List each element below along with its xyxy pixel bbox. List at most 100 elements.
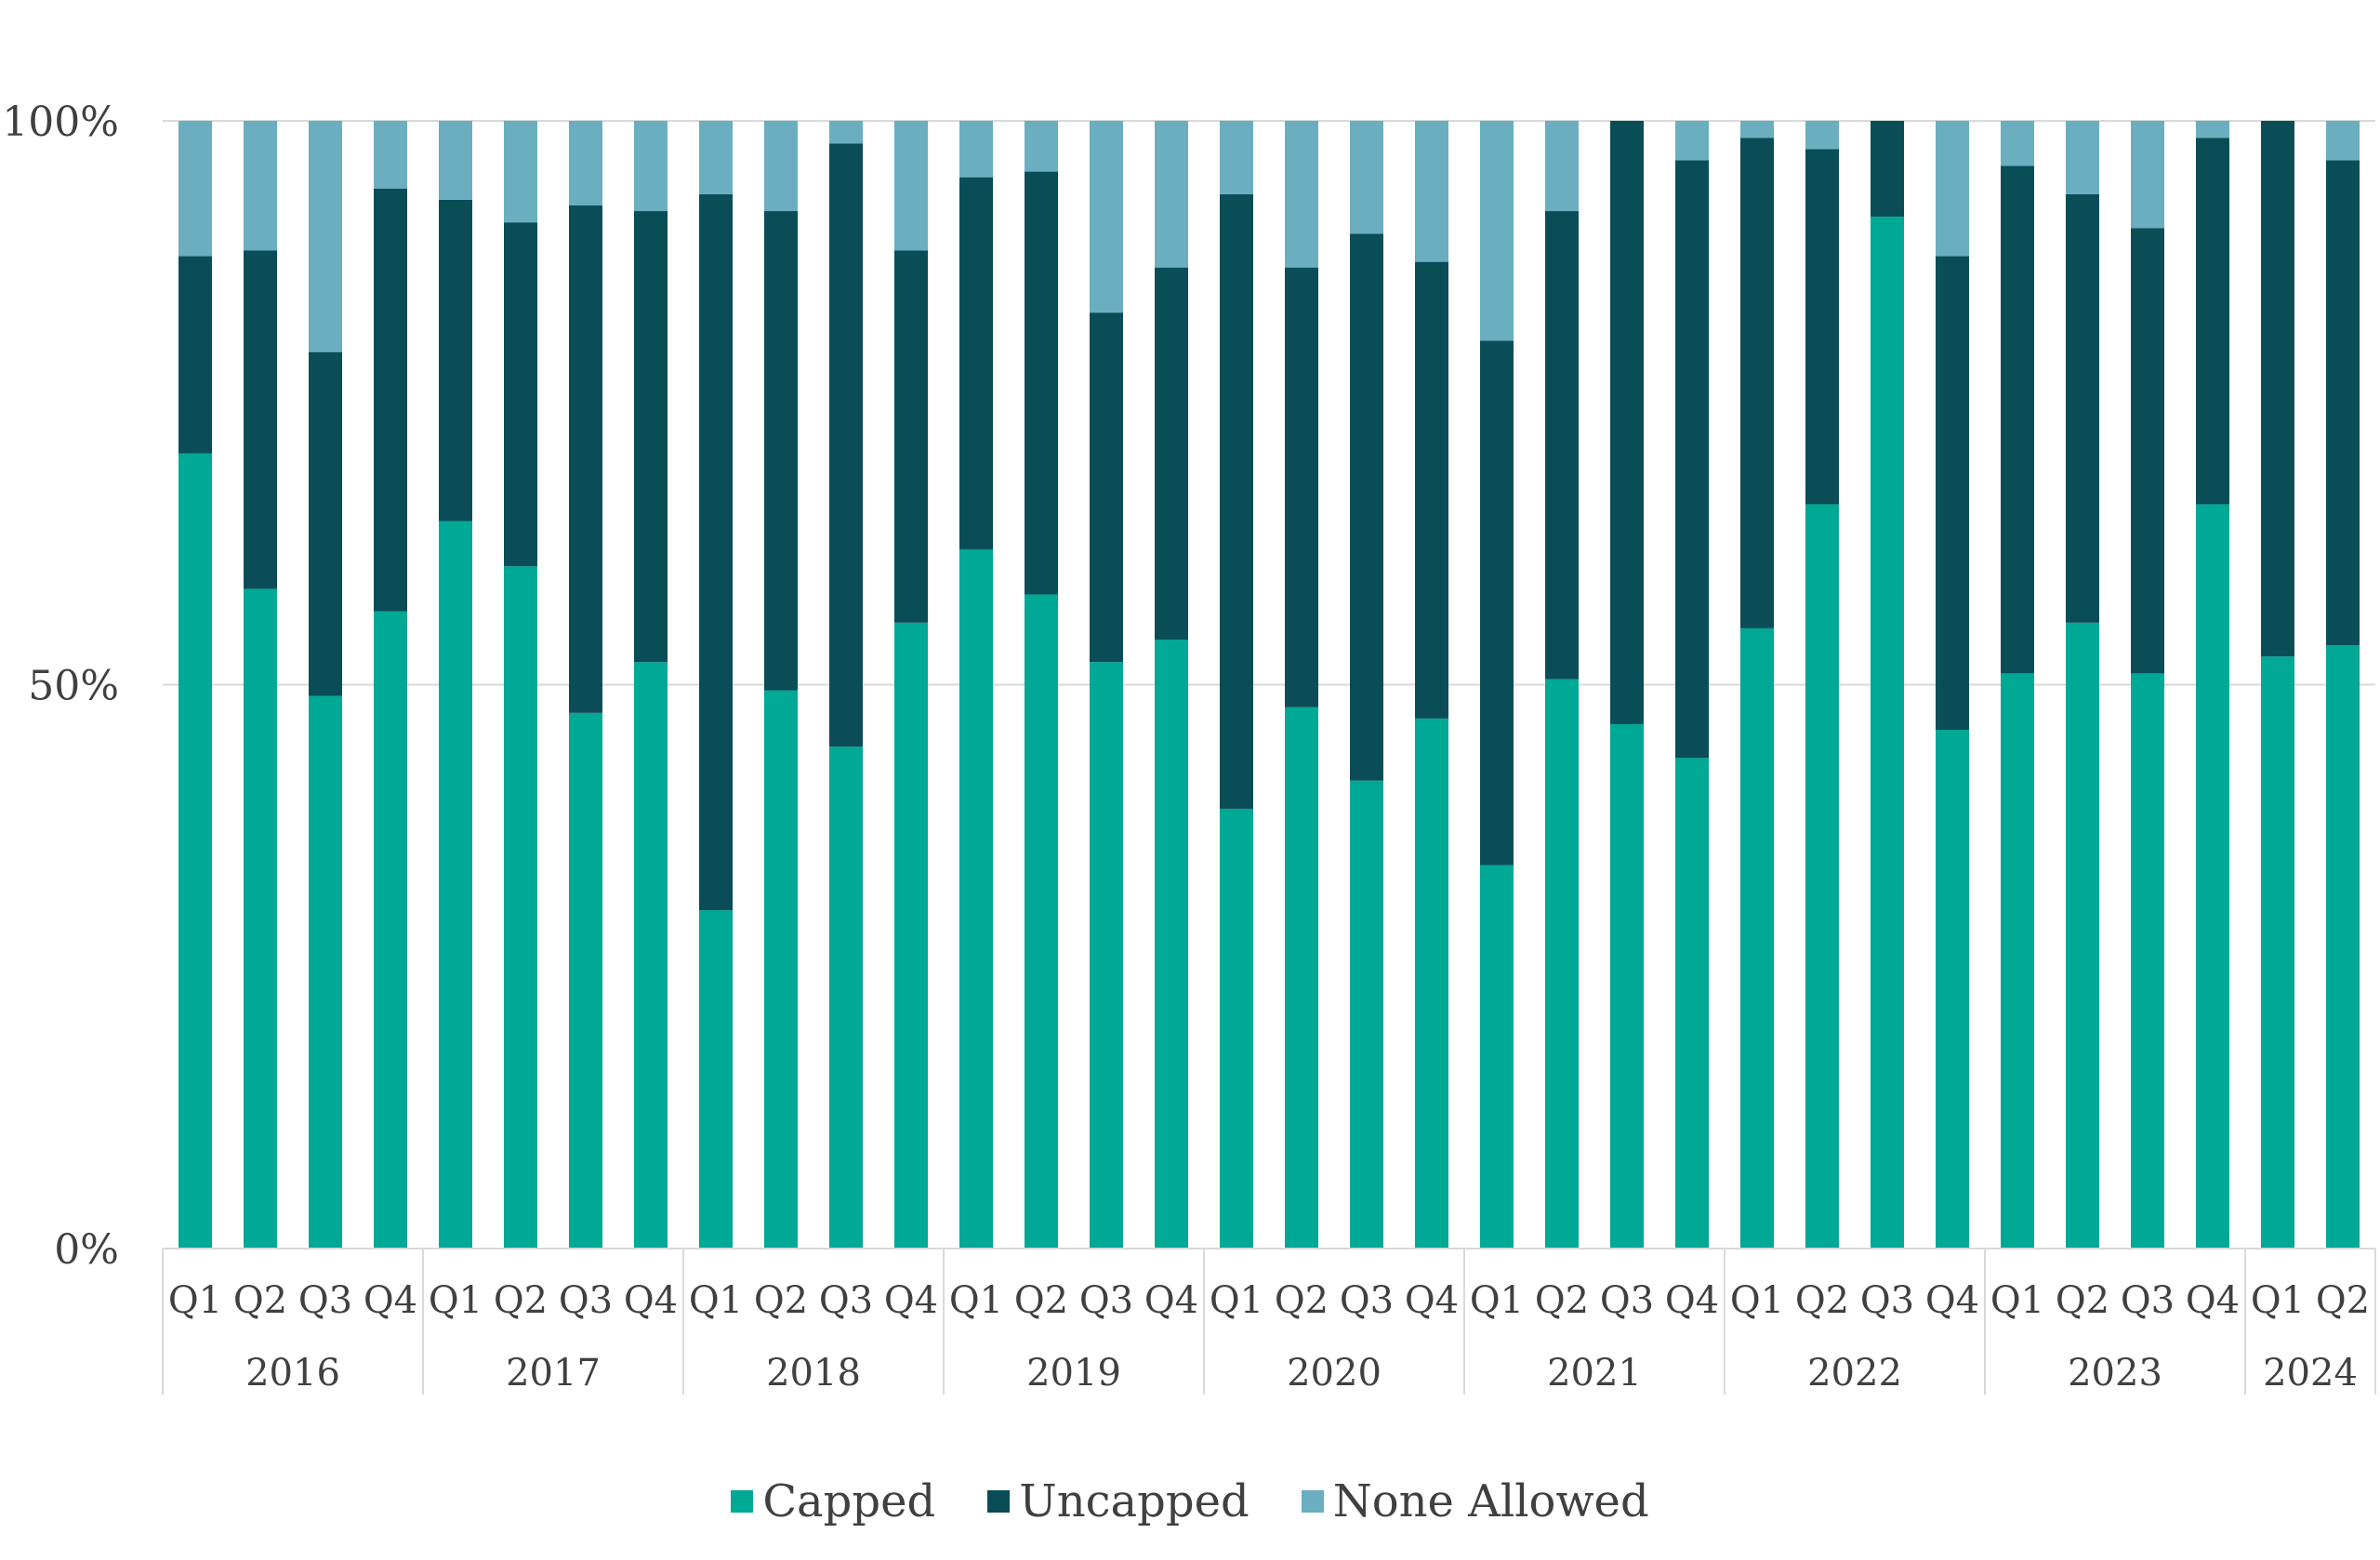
x-tick-label-quarter: Q4 (624, 1279, 678, 1322)
x-tick-label-quarter: Q1 (1990, 1279, 2044, 1322)
x-tick-label-quarter: Q2 (1014, 1279, 1068, 1322)
bar-segment-none-allowed (2131, 121, 2164, 229)
bar-segment-none-allowed (244, 121, 277, 251)
x-tick-label-quarter: Q3 (1340, 1279, 1394, 1322)
y-tick-label: 50% (28, 663, 119, 710)
bar-segment-none-allowed (1415, 121, 1448, 262)
x-tick-label-quarter: Q1 (168, 1279, 222, 1322)
x-tick-label-quarter: Q1 (689, 1279, 743, 1322)
bar-segment-none-allowed (1545, 121, 1579, 212)
bar-segment-none-allowed (1805, 121, 1839, 150)
bar-segment-capped (1740, 628, 1774, 1249)
bar-segment-uncapped (1155, 267, 1188, 640)
bar-segment-capped (959, 549, 993, 1249)
bar-segment-uncapped (1545, 211, 1579, 680)
bar-segment-capped (634, 662, 668, 1249)
bar-segment-capped (1025, 594, 1058, 1249)
bar-segment-capped (1155, 639, 1188, 1249)
x-tick-label-quarter: Q2 (494, 1279, 548, 1322)
x-tick-label-quarter: Q1 (1210, 1279, 1263, 1322)
bar-segment-capped (1350, 780, 1383, 1249)
bar-segment-uncapped (1740, 138, 1774, 628)
bar-segment-uncapped (1936, 256, 1969, 731)
bar-segment-uncapped (699, 193, 733, 911)
bar-segment-capped (1090, 662, 1123, 1249)
bar-segment-capped (764, 690, 798, 1249)
x-tick-label-quarter: Q2 (2056, 1279, 2109, 1322)
bar-segment-capped (894, 622, 928, 1249)
bar-segment-none-allowed (569, 121, 602, 205)
bar-segment-none-allowed (2326, 121, 2360, 161)
bar-segment-uncapped (1025, 171, 1058, 595)
x-tick-label-year: 2019 (1026, 1352, 1121, 1395)
bar-segment-capped (1545, 679, 1579, 1249)
bar-segment-uncapped (374, 188, 407, 612)
legend-swatch-capped (731, 1490, 754, 1513)
x-tick-label-quarter: Q1 (949, 1279, 1003, 1322)
bar-segment-uncapped (309, 351, 342, 696)
legend-item-none-allowed: None Allowed (1301, 1475, 1649, 1527)
bar-segment-capped (374, 611, 407, 1249)
bar-segment-uncapped (1480, 340, 1514, 866)
bar-segment-uncapped (1805, 149, 1839, 505)
x-tick-label-year: 2016 (245, 1352, 340, 1395)
bar-segment-capped (309, 695, 342, 1249)
bar-segment-capped (439, 521, 472, 1249)
legend-swatch-none-allowed (1301, 1490, 1324, 1513)
bar-segment-capped (1415, 718, 1448, 1249)
bar-segment-uncapped (1610, 121, 1644, 724)
bar-segment-uncapped (569, 205, 602, 713)
bar-segment-capped (2196, 504, 2229, 1249)
x-tick-label-quarter: Q3 (559, 1279, 613, 1322)
bar-segment-none-allowed (504, 121, 537, 223)
bar-segment-uncapped (2326, 160, 2360, 646)
bar-segment-uncapped (2066, 193, 2099, 623)
x-tick-label-quarter: Q2 (1795, 1279, 1849, 1322)
x-tick-label-quarter: Q2 (1275, 1279, 1329, 1322)
x-tick-label-quarter: Q3 (1079, 1279, 1133, 1322)
bar-segment-none-allowed (1740, 121, 1774, 139)
x-tick-label-year: 2017 (506, 1352, 601, 1395)
bar-segment-none-allowed (1155, 121, 1188, 268)
bar-segment-none-allowed (1025, 121, 1058, 172)
bar-segment-uncapped (439, 199, 472, 522)
bar-segment-capped (2326, 645, 2360, 1249)
bar-segment-none-allowed (894, 121, 928, 251)
bar-segment-capped (1936, 730, 1969, 1249)
bar-segment-none-allowed (1936, 121, 1969, 257)
bar-segment-capped (829, 747, 863, 1249)
x-tick-label-year: 2022 (1807, 1352, 1902, 1395)
bar-segment-none-allowed (634, 121, 668, 212)
bar-segment-capped (699, 910, 733, 1249)
x-tick-label-year: 2020 (1287, 1352, 1382, 1395)
bar-segment-capped (1480, 865, 1514, 1249)
legend-item-capped: Capped (731, 1475, 935, 1527)
bar-segment-capped (569, 712, 602, 1249)
bar-segment-uncapped (1871, 121, 1904, 218)
bar-segment-none-allowed (1090, 121, 1123, 313)
bar-segment-capped (2131, 673, 2164, 1249)
bar-segment-uncapped (178, 256, 212, 454)
x-tick-label-quarter: Q4 (2186, 1279, 2240, 1322)
bar-segment-none-allowed (439, 121, 472, 200)
bar-segment-none-allowed (764, 121, 798, 212)
bar-segment-none-allowed (1285, 121, 1318, 268)
bar-segment-uncapped (1415, 261, 1448, 719)
bar-segment-uncapped (504, 222, 537, 567)
legend-swatch-uncapped (987, 1490, 1011, 1513)
legend-label-uncapped: Uncapped (1019, 1475, 1250, 1527)
legend-label-none-allowed: None Allowed (1332, 1475, 1649, 1527)
x-tick-label-quarter: Q4 (364, 1279, 417, 1322)
bar-segment-capped (2261, 656, 2294, 1249)
x-tick-label-year: 2024 (2263, 1352, 2358, 1395)
x-tick-label-quarter: Q4 (1144, 1279, 1198, 1322)
legend: Capped Uncapped None Allowed (0, 1469, 2380, 1534)
bar-segment-none-allowed (1220, 121, 1253, 194)
bar-segment-uncapped (1350, 233, 1383, 781)
bar-segment-uncapped (764, 211, 798, 691)
x-tick-label-quarter: Q3 (298, 1279, 352, 1322)
bar-segment-uncapped (1675, 160, 1709, 759)
bar-segment-capped (178, 453, 212, 1249)
bar-segment-uncapped (244, 250, 277, 589)
